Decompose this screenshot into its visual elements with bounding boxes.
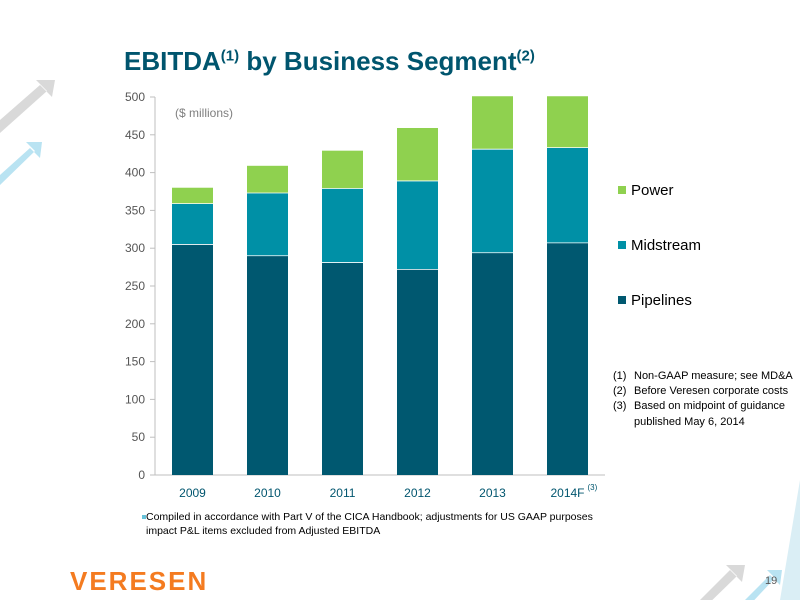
bar-power-2014f (547, 96, 588, 148)
bar-pipelines-2009 (172, 244, 213, 475)
legend-label-pipelines: Pipelines (631, 292, 692, 309)
veresen-logo: VERESEN (70, 566, 209, 596)
y-tick-label: 200 (125, 317, 145, 331)
bullet-note-text: Compiled in accordance with Part V of th… (146, 511, 593, 537)
footnote-number: (2) (613, 385, 627, 398)
x-tick-label: 2013 (479, 486, 506, 500)
legend-label-power: Power (631, 182, 674, 199)
bar-pipelines-2014f (547, 242, 588, 475)
bar-pipelines-2010 (247, 255, 288, 475)
footnote-number: (1) (613, 370, 627, 382)
legend-item-pipelines: Pipelines (618, 292, 692, 309)
y-tick-label: 50 (132, 430, 146, 444)
x-tick-label: 2011 (330, 486, 356, 500)
footnotes: (1) Non-GAAP measure; see MD&A (2) Befor… (613, 369, 793, 430)
legend-label-midstream: Midstream (631, 237, 702, 254)
legend-item-midstream: Midstream (618, 237, 701, 254)
footnote-text: Based on midpoint of guidance published … (634, 400, 786, 428)
y-tick-label: 100 (125, 392, 145, 406)
y-tick-label: 250 (125, 279, 145, 293)
x-tick-label: 2009 (179, 486, 206, 500)
bar-midstream-2011 (322, 188, 363, 263)
bar-power-2013 (472, 96, 513, 150)
footnote-text: Non-GAAP measure; see MD&A (634, 370, 793, 382)
bar-power-2009 (172, 187, 213, 204)
bar-midstream-2009 (172, 203, 213, 245)
footnote-number: (3) (613, 400, 627, 413)
title-superscript-1: (1) (220, 47, 240, 65)
y-tick-label: 150 (125, 355, 145, 369)
bar-midstream-2013 (472, 149, 513, 253)
footnote-1: (1) Non-GAAP measure; see MD&A (613, 369, 793, 384)
bullet-note: Compiled in accordance with Part V of th… (142, 510, 606, 538)
footnote-2: (2) Before Veresen corporate costs (613, 384, 793, 399)
y-tick-label: 400 (125, 166, 145, 180)
y-tick-label: 0 (138, 468, 145, 482)
bar-pipelines-2013 (472, 252, 513, 475)
x-tick-label: 2012 (404, 486, 431, 500)
bar-midstream-2010 (247, 193, 288, 256)
units-label: ($ millions) (175, 106, 233, 120)
y-tick-label: 500 (125, 90, 145, 104)
bar-pipelines-2011 (322, 262, 363, 475)
bar-power-2010 (247, 165, 288, 194)
bar-midstream-2012 (397, 180, 438, 270)
bar-midstream-2014f (547, 147, 588, 243)
y-tick-label: 450 (125, 128, 145, 142)
footnote-text: Before Veresen corporate costs (634, 385, 789, 398)
x-tick-superscript: (3) (588, 483, 598, 492)
title-text-rest: by Business Segment (239, 46, 517, 76)
bar-power-2012 (397, 127, 438, 181)
slide-title: EBITDA(1) by Business Segment(2) (124, 46, 535, 77)
x-tick-label: 2010 (254, 486, 281, 500)
y-tick-label: 300 (125, 241, 145, 255)
footnote-3: (3) Based on midpoint of guidance publis… (613, 399, 793, 429)
legend-swatch-pipelines (618, 296, 626, 305)
bullet-square-icon (142, 515, 146, 519)
legend-swatch-midstream (618, 241, 626, 250)
title-text: EBITDA (124, 46, 221, 76)
x-tick-label: 2014F (550, 486, 584, 500)
legend-swatch-power (618, 186, 626, 195)
bar-pipelines-2012 (397, 269, 438, 475)
legend-item-power: Power (618, 182, 674, 199)
y-tick-label: 350 (125, 203, 145, 217)
page-number: 19 (765, 575, 778, 587)
bar-power-2011 (322, 150, 363, 189)
title-superscript-2: (2) (516, 47, 535, 65)
